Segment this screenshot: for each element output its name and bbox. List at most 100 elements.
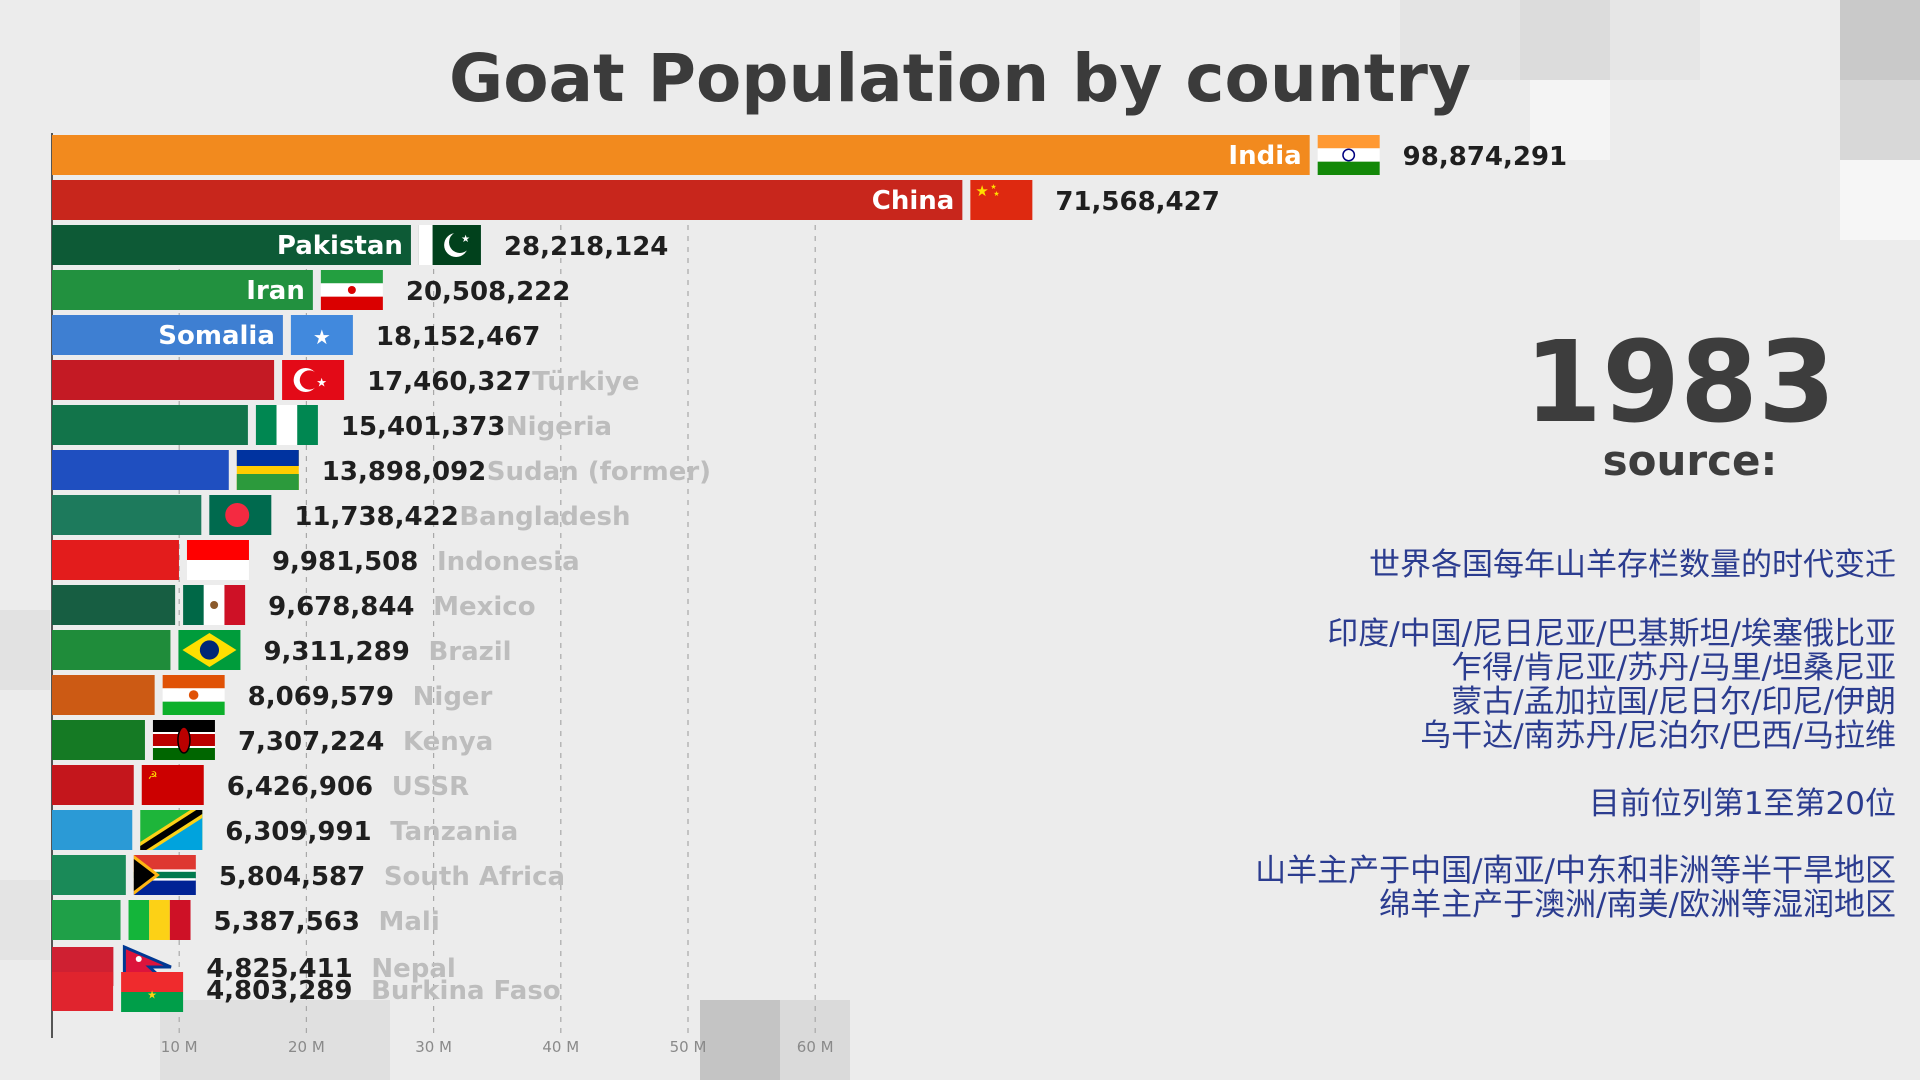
iran-flag-icon xyxy=(320,270,383,310)
background-decoration xyxy=(1610,0,1700,80)
indonesia-flag-icon xyxy=(186,540,249,580)
background-decoration xyxy=(1840,160,1920,240)
bar-label-south-africa: South Africa xyxy=(384,862,565,892)
annotation-country-list-1: 印度/中国/尼日尼亚/巴基斯坦/埃塞俄比亚 xyxy=(1327,616,1896,652)
bar-label-nigeria: Nigeria xyxy=(506,412,612,442)
bar-row-somalia: ★ Somalia 18,152,467 xyxy=(52,315,540,355)
bar-row-south-africa: 5,804,587 South Africa xyxy=(52,855,565,895)
value-label-india: 98,874,291 xyxy=(1403,142,1567,172)
bar-label-mexico: Mexico xyxy=(433,592,535,622)
bar-brazil xyxy=(52,630,171,670)
annotation-subtitle: 世界各国每年山羊存栏数量的时代变迁 xyxy=(1369,547,1896,583)
bar-label-mali: Mali xyxy=(379,907,440,937)
annotation-country-list-2: 乍得/肯尼亚/苏丹/马里/坦桑尼亚 xyxy=(1451,650,1896,686)
background-decoration xyxy=(700,1000,780,1080)
value-label-nepal: 4,825,411 xyxy=(206,954,352,984)
bar-row-mexico: 9,678,844 Mexico xyxy=(52,585,536,625)
bar-label-brazil: Brazil xyxy=(428,637,511,667)
value-label-tanzania: 6,309,991 xyxy=(225,817,371,847)
x-tick-label: 20 M xyxy=(288,1038,325,1056)
bar-label-nepal: Nepal xyxy=(371,954,455,984)
bar-india xyxy=(52,135,1310,175)
bar-label-kenya: Kenya xyxy=(403,727,493,757)
bar-label-somalia: Somalia xyxy=(158,321,275,351)
year-label: 1983 xyxy=(1524,318,1836,448)
bar-label-sudan-former: Sudan (former) xyxy=(487,457,711,487)
bar-mexico xyxy=(52,585,176,625)
value-label-somalia: 18,152,467 xyxy=(376,322,540,352)
annotation-footer-1: 山羊主产于中国/南亚/中东和非洲等半干旱地区 xyxy=(1255,853,1896,889)
value-label-mexico: 9,678,844 xyxy=(268,592,414,622)
bar-label-turkiye: Türkiye xyxy=(532,367,639,397)
svg-text:★: ★ xyxy=(147,988,157,1001)
bar-label-iran: Iran xyxy=(246,276,305,306)
bar-label-ussr: USSR xyxy=(392,772,469,802)
bar-row-sudan-former: 13,898,092 Sudan (former) xyxy=(52,450,711,490)
x-tick-label: 30 M xyxy=(415,1038,452,1056)
india-flag-icon xyxy=(1317,135,1380,175)
ussr-flag-icon: ☭ xyxy=(141,765,204,805)
bangladesh-flag-icon xyxy=(209,495,272,535)
background-decoration xyxy=(1520,0,1610,80)
value-label-sudan-former: 13,898,092 xyxy=(322,457,486,487)
bar-row-mali: 5,387,563 Mali xyxy=(52,900,440,940)
bar-row-indonesia: 9,981,508 Indonesia xyxy=(52,540,580,580)
background-decoration xyxy=(1840,0,1920,80)
bar-south-africa xyxy=(52,855,126,895)
background-decoration xyxy=(0,610,50,690)
bar-row-ussr: ☭ 6,426,906 USSR xyxy=(52,765,469,805)
bar-label-burkina-faso: Burkina Faso xyxy=(371,976,561,1006)
value-label-south-africa: 5,804,587 xyxy=(219,862,365,892)
x-tick-label: 50 M xyxy=(670,1038,707,1056)
bar-label-china: China xyxy=(872,186,955,216)
svg-text:★: ★ xyxy=(461,234,470,245)
background-decoration xyxy=(160,1000,390,1080)
niger-flag-icon xyxy=(162,675,225,715)
svg-text:★: ★ xyxy=(975,182,988,200)
value-label-china: 71,568,427 xyxy=(1055,187,1219,217)
mexico-flag-icon xyxy=(183,585,246,625)
value-label-nigeria: 15,401,373 xyxy=(341,412,505,442)
svg-text:★: ★ xyxy=(990,183,996,191)
value-label-mali: 5,387,563 xyxy=(214,907,360,937)
svg-text:★: ★ xyxy=(313,325,331,349)
svg-text:★: ★ xyxy=(993,190,999,198)
x-tick-label: 10 M xyxy=(161,1038,198,1056)
sudan-former-flag-icon xyxy=(236,450,299,490)
bar-iran xyxy=(52,270,313,310)
x-tick-label: 60 M xyxy=(797,1038,834,1056)
mali-flag-icon xyxy=(128,900,191,940)
background-decoration xyxy=(1400,0,1520,80)
kenya-flag-icon xyxy=(152,720,215,760)
bar-ussr xyxy=(52,765,134,805)
background-decoration xyxy=(780,1000,850,1080)
bar-label-india: India xyxy=(1228,141,1301,171)
value-label-ussr: 6,426,906 xyxy=(227,772,373,802)
bar-tanzania xyxy=(52,810,133,850)
somalia-flag-icon: ★ xyxy=(290,315,353,355)
background-decoration xyxy=(1530,80,1610,160)
x-tick-label: 40 M xyxy=(542,1038,579,1056)
bar-sudan-former xyxy=(52,450,229,490)
bar-row-pakistan: ★ Pakistan 28,218,124 xyxy=(52,225,668,265)
bar-label-indonesia: Indonesia xyxy=(437,547,580,577)
value-label-kenya: 7,307,224 xyxy=(238,727,384,757)
bar-row-brazil: 9,311,289 Brazil xyxy=(52,630,512,670)
bar-pakistan xyxy=(52,225,411,265)
bar-row-burkina-faso: ★ 4,803,289 Burkina Faso xyxy=(52,972,561,1012)
annotation-footer-2: 绵羊主产于澳洲/南美/欧洲等湿润地区 xyxy=(1379,887,1896,923)
source-label: source: xyxy=(1602,436,1778,485)
burkina-faso-flag-icon: ★ xyxy=(121,972,184,1012)
value-label-niger: 8,069,579 xyxy=(248,682,394,712)
bar-row-china: ★ ★★China 71,568,427 xyxy=(52,180,1220,220)
svg-text:☭: ☭ xyxy=(148,769,158,782)
bar-row-niger: 8,069,579 Niger xyxy=(52,675,493,715)
bar-label-pakistan: Pakistan xyxy=(277,231,403,261)
bar-mali xyxy=(52,900,121,940)
bar-turkiye xyxy=(52,360,275,400)
bar-row-iran: Iran 20,508,222 xyxy=(52,270,570,310)
background-decoration xyxy=(1840,80,1920,160)
bar-bangladesh xyxy=(52,495,202,535)
bar-row-nigeria: 15,401,373 Nigeria xyxy=(52,405,612,445)
